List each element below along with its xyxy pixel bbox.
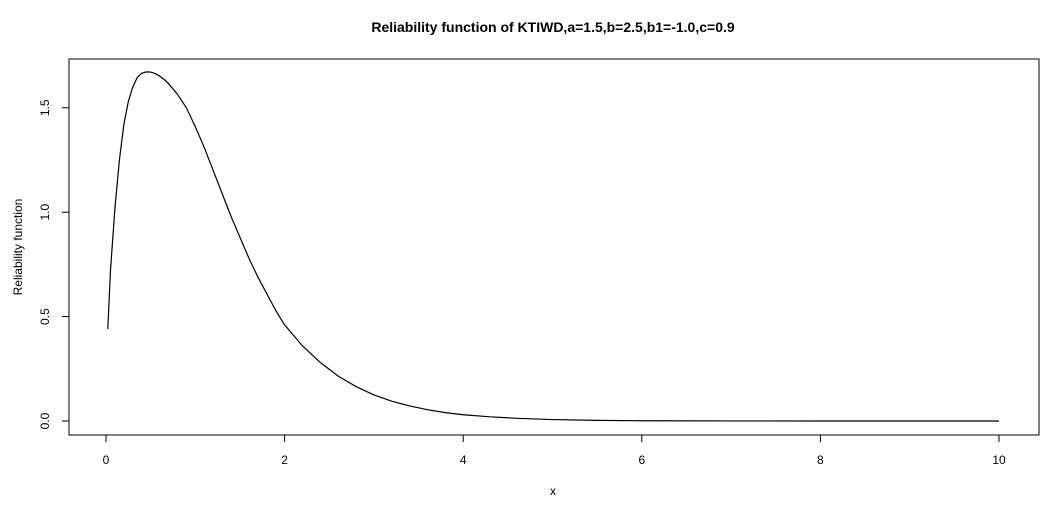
y-axis: 0.0 0.5 1.0 1.5 xyxy=(38,99,70,429)
y-tick-label: 0.0 xyxy=(38,412,52,429)
y-tick-label: 1.0 xyxy=(38,204,52,221)
y-axis-label: Reliability function xyxy=(11,199,25,296)
chart-title: Reliability function of KTIWD,a=1.5,b=2.… xyxy=(371,19,735,35)
x-axis-label: x xyxy=(550,484,556,498)
x-tick-label: 10 xyxy=(992,453,1006,467)
x-tick-label: 6 xyxy=(638,453,645,467)
x-axis: 0 2 4 6 8 10 xyxy=(103,434,1006,467)
y-tick-label: 1.5 xyxy=(38,99,52,116)
x-tick-label: 2 xyxy=(281,453,288,467)
plot-frame xyxy=(68,58,1040,436)
reliability-curve xyxy=(107,71,999,422)
x-tick-label: 4 xyxy=(460,453,467,467)
y-tick-label: 0.5 xyxy=(38,308,52,325)
x-tick-label: 0 xyxy=(103,453,110,467)
x-tick-label: 8 xyxy=(817,453,824,467)
